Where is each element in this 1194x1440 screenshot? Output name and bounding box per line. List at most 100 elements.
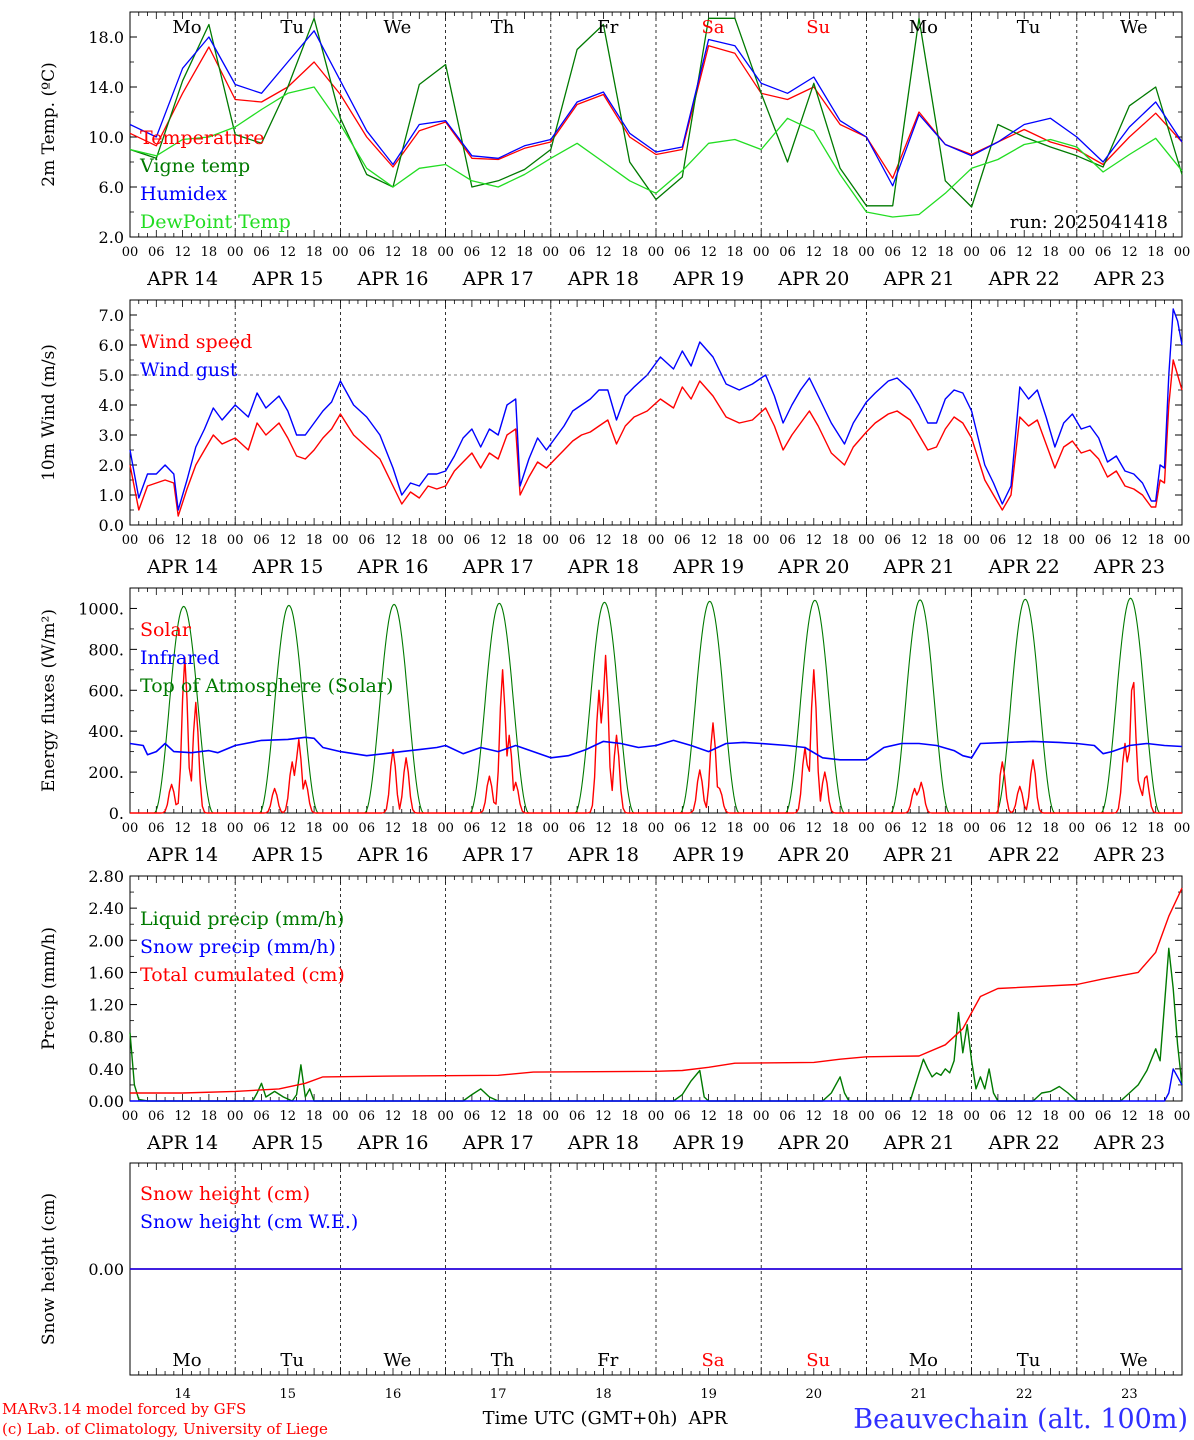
hour-tick-label: 18 (1147, 245, 1164, 260)
hour-tick-label: 18 (727, 533, 744, 548)
hour-tick-label: 12 (385, 245, 402, 260)
legend-entry: Vigne temp (139, 155, 250, 177)
date-label: APR 23 (1093, 844, 1165, 866)
hour-tick-label: 00 (753, 821, 770, 836)
hour-tick-label: 06 (358, 1109, 375, 1124)
hour-tick-label: 18 (411, 1109, 428, 1124)
date-label: APR 20 (777, 268, 849, 290)
day-number: 15 (280, 1387, 297, 1402)
weekday-label-top: Fr (597, 17, 618, 38)
hour-tick-label: 00 (332, 821, 349, 836)
hour-tick-label: 12 (911, 533, 928, 548)
hour-tick-label: 00 (753, 1109, 770, 1124)
y-axis-label: Precip (mm/h) (39, 927, 59, 1050)
hour-tick-label: 06 (674, 821, 691, 836)
weekday-label-top: Su (806, 17, 830, 38)
weekday-label-bottom: Sa (701, 1350, 724, 1371)
y-tick-label: 2.0 (99, 456, 124, 475)
hour-tick-label: 18 (727, 245, 744, 260)
date-label: APR 23 (1093, 268, 1165, 290)
legend-entry: Snow precip (mm/h) (140, 936, 336, 958)
hour-tick-label: 18 (411, 245, 428, 260)
hour-tick-label: 06 (779, 1109, 796, 1124)
hour-tick-label: 00 (437, 1109, 454, 1124)
legend-entry: Top of Atmosphere (Solar) (140, 675, 393, 697)
hour-tick-label: 00 (858, 245, 875, 260)
panel-4: 0.00 0.40 0.80 1.20 1.60 2.00 2.40 2.80 Precip (… (39, 867, 1190, 1154)
hour-tick-label: 00 (1174, 245, 1191, 260)
y-tick-label: 0.0 (99, 516, 124, 535)
hour-tick-label: 00 (332, 1109, 349, 1124)
hour-tick-label: 18 (832, 533, 849, 548)
hour-tick-label: 12 (806, 821, 823, 836)
hour-tick-label: 06 (569, 1109, 586, 1124)
hour-tick-label: 18 (727, 1109, 744, 1124)
hour-tick-label: 12 (806, 533, 823, 548)
weekday-label-top: Tu (280, 17, 304, 38)
hour-tick-label: 00 (1069, 821, 1086, 836)
legend-entry: Total cumulated (cm) (140, 964, 345, 986)
footer-lab: (c) Lab. of Climatology, University of L… (2, 1420, 328, 1438)
hour-tick-label: 18 (1042, 1109, 1059, 1124)
hour-tick-label: 12 (595, 821, 612, 836)
weekday-label-bottom: Mo (172, 1350, 201, 1371)
hour-tick-label: 12 (806, 245, 823, 260)
hour-tick-label: 12 (595, 533, 612, 548)
y-tick-label: 0.80 (88, 1028, 124, 1047)
weekday-label-top: We (384, 17, 412, 38)
day-number: 14 (174, 1387, 191, 1402)
hour-tick-label: 06 (990, 1109, 1007, 1124)
date-label: APR 15 (251, 844, 323, 866)
hour-tick-label: 00 (963, 1109, 980, 1124)
hour-tick-label: 00 (543, 245, 560, 260)
hour-tick-label: 06 (358, 821, 375, 836)
hour-tick-label: 06 (779, 245, 796, 260)
hour-tick-label: 00 (1069, 1109, 1086, 1124)
y-tick-label: 10.0 (88, 128, 124, 147)
hour-tick-label: 12 (1016, 821, 1033, 836)
hour-tick-label: 00 (648, 245, 665, 260)
hour-tick-label: 00 (227, 1109, 244, 1124)
month-label: APR (688, 1408, 728, 1429)
hour-tick-label: 06 (569, 533, 586, 548)
hour-tick-label: 12 (1121, 1109, 1138, 1124)
y-tick-label: 200. (88, 763, 124, 782)
weekday-label-top: Th (491, 17, 515, 38)
hour-tick-label: 18 (1042, 245, 1059, 260)
legend-entry: Snow height (cm) (140, 1183, 310, 1205)
date-label: APR 21 (882, 556, 954, 578)
legend-entry: Liquid precip (mm/h) (140, 908, 344, 930)
y-tick-label: 600. (88, 681, 124, 700)
hour-tick-label: 12 (700, 821, 717, 836)
y-axis-label: Energy fluxes (W/m²) (39, 609, 59, 792)
hour-tick-label: 06 (569, 821, 586, 836)
hour-tick-label: 06 (358, 245, 375, 260)
hour-tick-label: 06 (1095, 245, 1112, 260)
date-label: APR 17 (462, 268, 534, 290)
hour-tick-label: 18 (832, 245, 849, 260)
hour-tick-label: 12 (1121, 821, 1138, 836)
hour-tick-label: 00 (1174, 533, 1191, 548)
panel-2: 0.0 1.0 2.0 3.0 4.0 5.0 6.0 7.0 10m Wind (m/s) 00… (39, 299, 1191, 578)
hour-tick-label: 12 (700, 245, 717, 260)
date-label: APR 23 (1093, 556, 1165, 578)
date-label: APR 20 (777, 1132, 849, 1154)
station-label: Beauvechain (alt. 100m) (853, 1404, 1188, 1435)
weekday-label-top: Mo (172, 17, 201, 38)
hour-tick-label: 12 (385, 533, 402, 548)
hour-tick-label: 06 (464, 245, 481, 260)
date-label: APR 19 (672, 556, 744, 578)
hour-tick-label: 00 (1069, 245, 1086, 260)
hour-tick-label: 06 (990, 245, 1007, 260)
hour-tick-label: 12 (700, 533, 717, 548)
date-label: APR 17 (462, 556, 534, 578)
date-label: APR 21 (882, 844, 954, 866)
hour-tick-label: 00 (227, 821, 244, 836)
y-tick-label: 6.0 (99, 178, 124, 197)
date-label: APR 18 (567, 1132, 639, 1154)
hour-tick-label: 00 (963, 821, 980, 836)
hour-tick-label: 18 (516, 245, 533, 260)
date-label: APR 19 (672, 844, 744, 866)
hour-tick-label: 00 (122, 821, 139, 836)
hour-tick-label: 06 (779, 533, 796, 548)
